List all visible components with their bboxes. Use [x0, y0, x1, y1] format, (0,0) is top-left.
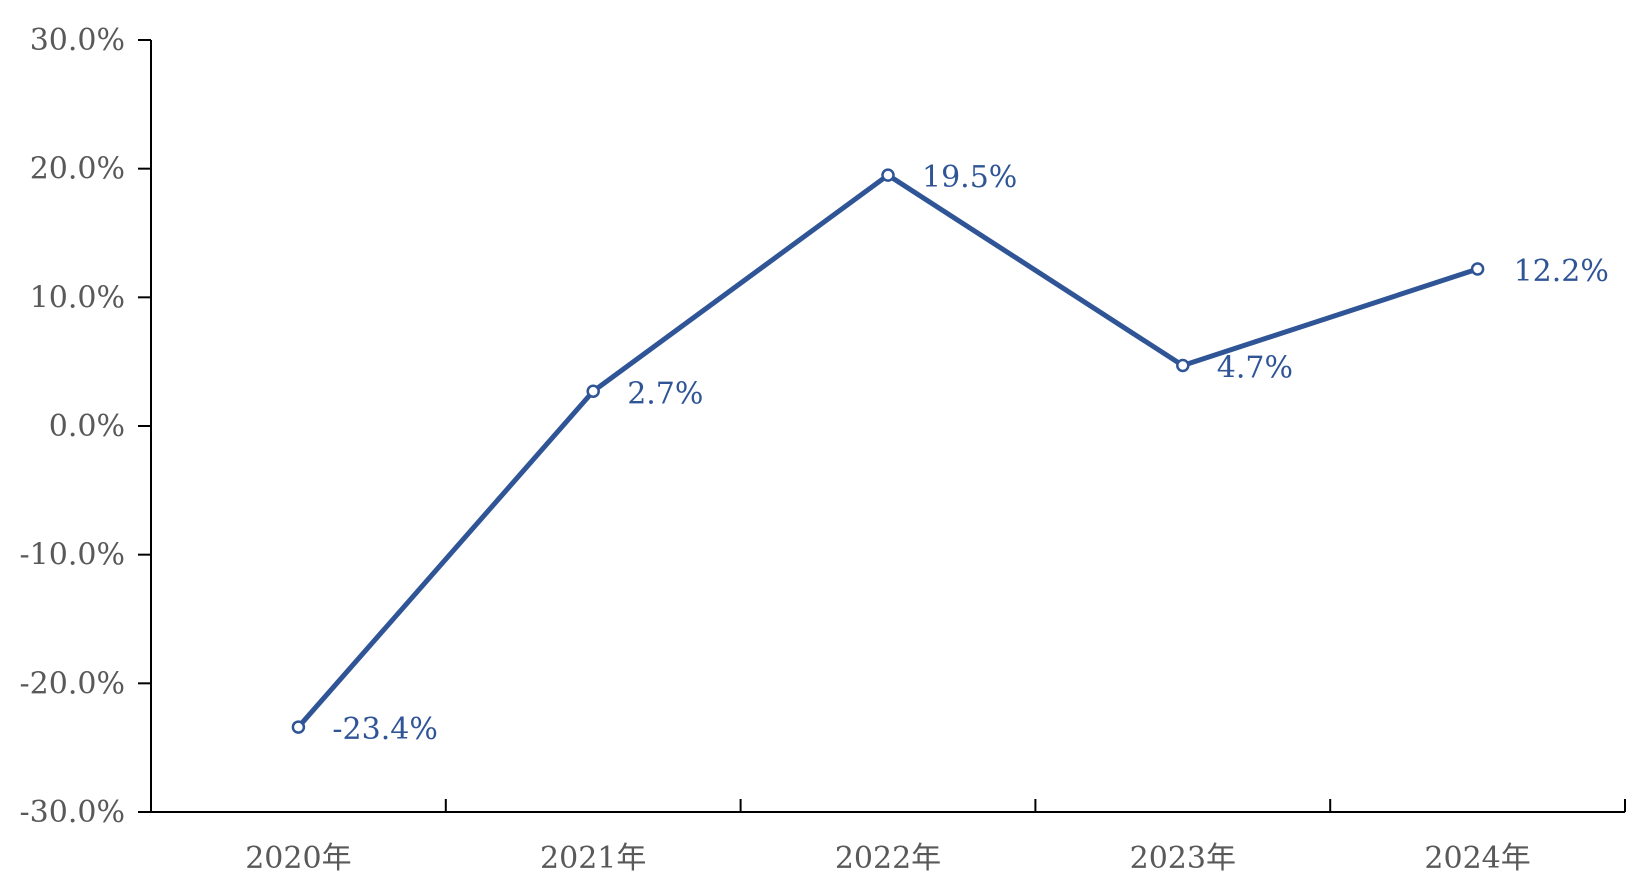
y-tick-label: 0.0% [49, 409, 125, 444]
data-label: 2.7% [627, 376, 703, 411]
data-point-marker [1176, 358, 1190, 373]
data-point-marker [881, 168, 895, 182]
x-axis: 2020年 2021年 2022年 2023年 2024年 [151, 799, 1626, 876]
y-tick-label: -30.0% [20, 795, 125, 830]
x-tick-label: 2022年 [835, 841, 941, 876]
data-label: 4.7% [1217, 351, 1293, 386]
x-tick-label: 2024年 [1424, 841, 1530, 876]
data-labels: -23.4% 2.7% 19.5% 4.7% 12.2% [332, 160, 1609, 747]
data-point-marker [291, 720, 306, 734]
y-tick-label: -10.0% [20, 538, 125, 573]
y-axis: 30.0% 20.0% 10.0% 0.0% -10.0% -20.0% -30.0% [20, 23, 152, 830]
data-label: -23.4% [332, 712, 437, 747]
x-tick-label: 2023年 [1130, 841, 1236, 876]
x-tick-label: 2020年 [245, 841, 351, 876]
data-point-marker [586, 384, 600, 399]
y-tick-label: 20.0% [30, 152, 125, 187]
y-tick-label: 30.0% [30, 23, 125, 58]
y-tick-label: -20.0% [20, 666, 125, 701]
data-label: 12.2% [1514, 254, 1609, 289]
data-point-marker [1470, 262, 1485, 276]
series-line-group [291, 168, 1485, 734]
series-line [295, 172, 1481, 730]
x-tick-label: 2021年 [540, 841, 646, 876]
y-tick-label: 10.0% [30, 280, 125, 315]
data-label: 19.5% [922, 160, 1017, 195]
